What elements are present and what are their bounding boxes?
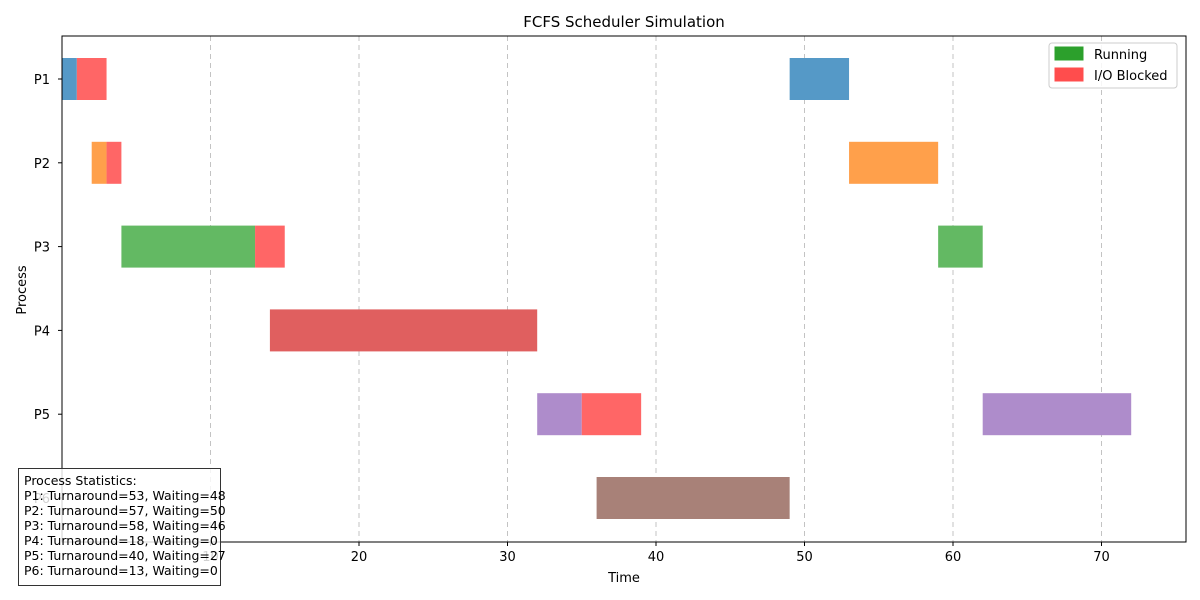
bar-p1-io-blocked-1 xyxy=(76,58,107,100)
y-axis-label: Process xyxy=(15,265,30,315)
y-tick-label-p4: P4 xyxy=(34,324,50,339)
bar-p6-running-0 xyxy=(596,477,790,519)
stats-line-p4: P4: Turnaround=18, Waiting=0 xyxy=(24,533,218,548)
y-tick-label-p2: P2 xyxy=(34,157,50,172)
bar-p4-running-0 xyxy=(269,309,538,352)
legend-label-running: Running xyxy=(1094,48,1147,63)
stats-line-p2: P2: Turnaround=57, Waiting=50 xyxy=(24,503,226,518)
x-tick-label-60: 60 xyxy=(945,550,962,565)
process-statistics-box: Process Statistics: P1: Turnaround=53, W… xyxy=(18,468,226,586)
stats-line-p3: P3: Turnaround=58, Waiting=46 xyxy=(24,518,226,533)
x-tick-label-40: 40 xyxy=(648,550,665,565)
stats-line-p1: P1: Turnaround=53, Waiting=48 xyxy=(24,488,226,503)
bar-p3-running-2 xyxy=(938,225,983,268)
chart-title: FCFS Scheduler Simulation xyxy=(523,13,725,31)
bars xyxy=(62,58,1132,519)
y-tick-label-p1: P1 xyxy=(34,73,50,88)
stats-title: Process Statistics: xyxy=(24,473,137,488)
legend-swatch-io-blocked xyxy=(1054,67,1084,82)
bar-p5-running-2 xyxy=(982,393,1132,436)
x-tick-label-70: 70 xyxy=(1093,550,1110,565)
x-tick-label-30: 30 xyxy=(499,550,516,565)
plot-frame xyxy=(61,35,1187,543)
bar-p2-io-blocked-1 xyxy=(106,141,122,184)
bar-p3-running-0 xyxy=(121,225,256,268)
bar-p5-running-0 xyxy=(537,393,582,436)
x-tick-label-50: 50 xyxy=(796,550,813,565)
y-tick-label-p5: P5 xyxy=(34,408,50,423)
bar-p3-io-blocked-1 xyxy=(255,225,285,268)
legend-swatch-running xyxy=(1054,46,1084,61)
legend-label-io-blocked: I/O Blocked xyxy=(1094,69,1168,84)
stats-line-p6: P6: Turnaround=13, Waiting=0 xyxy=(24,563,218,578)
grid-lines xyxy=(210,36,1102,542)
x-axis-label: Time xyxy=(607,571,640,586)
bar-p5-io-blocked-1 xyxy=(581,393,642,436)
legend: Running I/O Blocked xyxy=(1048,42,1178,89)
bar-p1-running-2 xyxy=(789,58,850,100)
bar-p2-running-0 xyxy=(91,141,107,184)
y-tick-label-p3: P3 xyxy=(34,241,50,256)
bar-p2-running-2 xyxy=(849,141,939,184)
bar-p1-running-0 xyxy=(62,58,77,100)
x-tick-label-20: 20 xyxy=(351,550,368,565)
stats-line-p5: P5: Turnaround=40, Waiting=27 xyxy=(24,548,226,563)
